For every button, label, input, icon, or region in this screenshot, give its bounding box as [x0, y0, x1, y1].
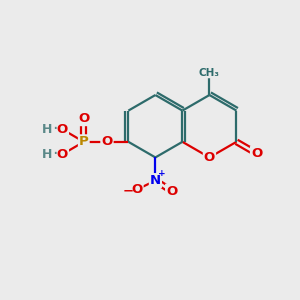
Text: O: O [131, 183, 142, 196]
Text: H: H [42, 123, 52, 136]
Text: N: N [150, 174, 161, 187]
Text: P: P [79, 135, 89, 148]
Text: CH₃: CH₃ [199, 68, 220, 78]
Text: O: O [78, 112, 89, 125]
Text: O: O [101, 135, 112, 148]
Text: O: O [57, 148, 68, 161]
Text: O: O [204, 151, 215, 164]
Text: H: H [42, 148, 52, 161]
Text: ·: · [52, 145, 58, 163]
Text: −: − [123, 184, 134, 197]
Text: O: O [251, 147, 262, 160]
Text: +: + [158, 169, 166, 178]
Text: O: O [57, 123, 68, 136]
Text: O: O [166, 184, 177, 197]
Text: ·: · [52, 120, 58, 138]
